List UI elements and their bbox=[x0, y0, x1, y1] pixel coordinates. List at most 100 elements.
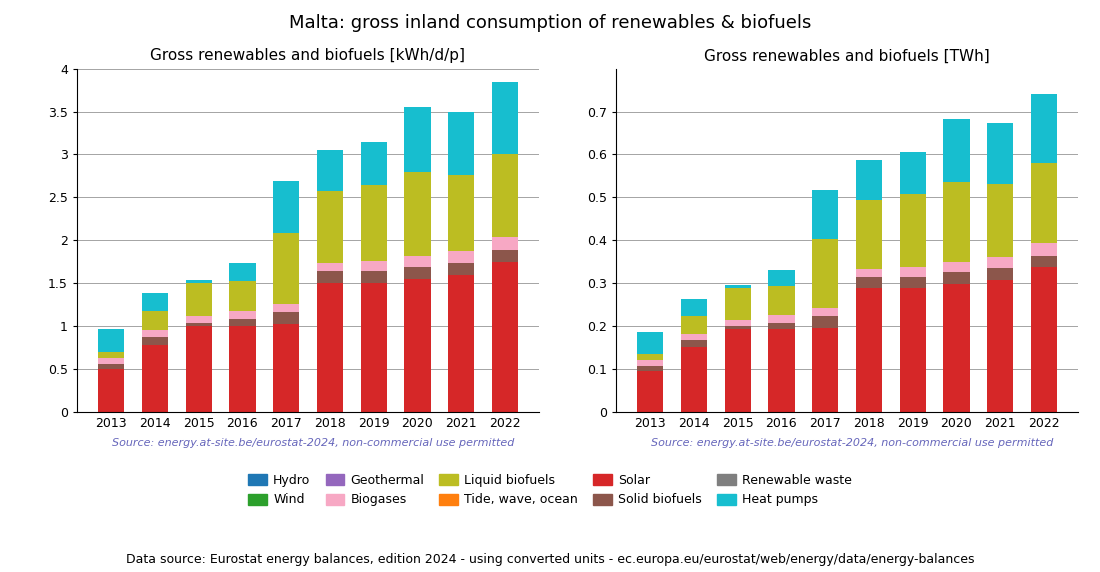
Bar bbox=[186, 280, 212, 283]
Bar bbox=[900, 152, 926, 194]
Bar bbox=[725, 288, 751, 320]
Bar bbox=[637, 366, 663, 371]
Bar bbox=[856, 161, 882, 200]
Bar bbox=[637, 360, 663, 366]
Bar bbox=[229, 319, 255, 326]
Bar bbox=[812, 239, 838, 308]
Bar bbox=[361, 283, 387, 412]
Bar bbox=[768, 315, 794, 323]
Bar bbox=[681, 316, 707, 333]
Bar bbox=[768, 329, 794, 412]
Bar bbox=[492, 81, 518, 153]
Bar bbox=[944, 284, 969, 412]
Bar bbox=[317, 191, 343, 263]
Bar bbox=[98, 358, 124, 364]
Bar bbox=[448, 112, 474, 175]
Bar bbox=[987, 268, 1013, 280]
Bar bbox=[1031, 94, 1057, 164]
Bar bbox=[361, 141, 387, 185]
Bar bbox=[900, 277, 926, 288]
Bar bbox=[637, 354, 663, 360]
Bar bbox=[317, 263, 343, 271]
Bar bbox=[681, 340, 707, 347]
Bar bbox=[448, 275, 474, 412]
Bar bbox=[768, 270, 794, 286]
Bar bbox=[812, 308, 838, 316]
Bar bbox=[142, 311, 168, 330]
Bar bbox=[142, 330, 168, 337]
Bar bbox=[812, 316, 838, 328]
Text: Malta: gross inland consumption of renewables & biofuels: Malta: gross inland consumption of renew… bbox=[289, 14, 811, 32]
Bar bbox=[98, 364, 124, 369]
Bar bbox=[448, 175, 474, 251]
Bar bbox=[229, 263, 255, 280]
Bar bbox=[448, 251, 474, 263]
Bar bbox=[944, 272, 969, 284]
Bar bbox=[768, 323, 794, 329]
Bar bbox=[1031, 243, 1057, 256]
Bar bbox=[725, 285, 751, 288]
Bar bbox=[944, 182, 969, 261]
Bar bbox=[142, 345, 168, 412]
Bar bbox=[492, 261, 518, 412]
Bar bbox=[273, 304, 299, 312]
Bar bbox=[768, 286, 794, 315]
Bar bbox=[725, 320, 751, 326]
Bar bbox=[317, 150, 343, 191]
Bar bbox=[856, 288, 882, 412]
Bar bbox=[229, 326, 255, 412]
Title: Gross renewables and biofuels [kWh/d/p]: Gross renewables and biofuels [kWh/d/p] bbox=[151, 48, 465, 63]
Bar bbox=[361, 261, 387, 271]
Bar bbox=[142, 337, 168, 345]
Bar bbox=[944, 119, 969, 182]
Bar bbox=[98, 352, 124, 358]
Bar bbox=[1031, 256, 1057, 267]
Bar bbox=[725, 329, 751, 412]
Bar bbox=[944, 261, 969, 272]
Bar bbox=[273, 233, 299, 304]
Bar bbox=[725, 326, 751, 329]
Bar bbox=[405, 173, 430, 256]
Bar bbox=[1031, 164, 1057, 243]
Bar bbox=[186, 326, 212, 412]
Bar bbox=[812, 190, 838, 239]
Bar bbox=[142, 293, 168, 311]
Bar bbox=[317, 271, 343, 283]
Bar bbox=[856, 268, 882, 277]
Text: Data source: Eurostat energy balances, edition 2024 - using converted units - ec: Data source: Eurostat energy balances, e… bbox=[125, 553, 975, 566]
Bar bbox=[405, 267, 430, 279]
Bar bbox=[987, 280, 1013, 412]
Legend: Hydro, Wind, Geothermal, Biogases, Liquid biofuels, Tide, wave, ocean, Solar, So: Hydro, Wind, Geothermal, Biogases, Liqui… bbox=[243, 469, 857, 511]
Bar bbox=[273, 181, 299, 232]
Bar bbox=[987, 123, 1013, 184]
Bar bbox=[186, 316, 212, 323]
Bar bbox=[1031, 267, 1057, 412]
Text: Source: energy.at-site.be/eurostat-2024, non-commercial use permitted: Source: energy.at-site.be/eurostat-2024,… bbox=[112, 438, 515, 447]
Bar bbox=[229, 311, 255, 319]
Bar bbox=[98, 328, 124, 352]
Bar bbox=[900, 194, 926, 267]
Bar bbox=[637, 371, 663, 412]
Bar bbox=[856, 277, 882, 288]
Bar bbox=[405, 256, 430, 267]
Bar bbox=[405, 279, 430, 412]
Bar bbox=[492, 249, 518, 261]
Bar bbox=[361, 271, 387, 283]
Bar bbox=[361, 185, 387, 261]
Bar bbox=[681, 347, 707, 412]
Bar bbox=[637, 332, 663, 354]
Bar bbox=[229, 280, 255, 311]
Bar bbox=[273, 312, 299, 324]
Text: Source: energy.at-site.be/eurostat-2024, non-commercial use permitted: Source: energy.at-site.be/eurostat-2024,… bbox=[651, 438, 1054, 447]
Bar bbox=[900, 267, 926, 277]
Bar bbox=[98, 369, 124, 412]
Bar bbox=[900, 288, 926, 412]
Bar bbox=[681, 334, 707, 340]
Bar bbox=[405, 108, 430, 173]
Bar bbox=[492, 237, 518, 249]
Bar bbox=[186, 283, 212, 316]
Bar bbox=[317, 283, 343, 412]
Bar bbox=[987, 184, 1013, 256]
Title: Gross renewables and biofuels [TWh]: Gross renewables and biofuels [TWh] bbox=[704, 48, 990, 63]
Bar bbox=[273, 324, 299, 412]
